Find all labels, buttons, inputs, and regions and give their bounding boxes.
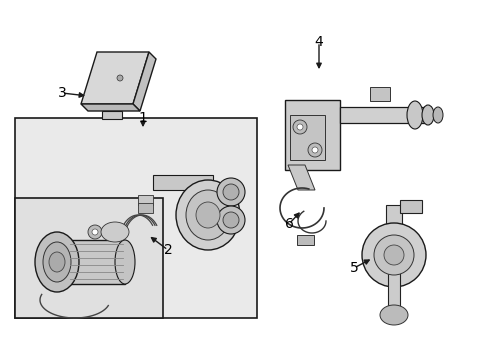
Ellipse shape [115,240,135,284]
Ellipse shape [373,235,413,275]
Polygon shape [289,115,325,160]
Polygon shape [339,107,424,123]
Polygon shape [133,52,156,111]
Text: 2: 2 [163,243,172,257]
Ellipse shape [223,184,239,200]
Text: 3: 3 [58,86,66,100]
Ellipse shape [176,180,240,250]
Ellipse shape [117,75,123,81]
Polygon shape [81,104,140,111]
Polygon shape [138,195,153,205]
Ellipse shape [49,252,65,272]
Polygon shape [387,273,399,310]
Polygon shape [138,203,153,213]
Ellipse shape [432,107,442,123]
Ellipse shape [421,105,433,125]
Ellipse shape [217,178,244,206]
Polygon shape [287,165,314,190]
Ellipse shape [296,124,303,130]
Text: 4: 4 [314,35,323,49]
Ellipse shape [383,245,403,265]
Text: 6: 6 [284,217,293,231]
Polygon shape [102,111,122,119]
Ellipse shape [361,223,425,287]
Ellipse shape [88,225,102,239]
Polygon shape [296,235,313,245]
Ellipse shape [196,202,220,228]
Polygon shape [81,52,149,104]
Ellipse shape [292,120,306,134]
Ellipse shape [406,101,422,129]
Text: 5: 5 [349,261,358,275]
Ellipse shape [307,143,321,157]
Ellipse shape [43,242,71,282]
Ellipse shape [35,232,79,292]
Polygon shape [367,240,377,270]
Text: 1: 1 [138,111,147,125]
Polygon shape [369,87,389,101]
Polygon shape [399,200,421,213]
Polygon shape [285,100,339,170]
Bar [15,118,257,318]
Ellipse shape [217,206,244,234]
Polygon shape [57,240,125,284]
Polygon shape [385,205,401,237]
Bar [15,198,163,318]
Ellipse shape [223,212,239,228]
Polygon shape [153,175,213,190]
Ellipse shape [185,190,229,240]
Polygon shape [407,240,417,270]
Ellipse shape [311,147,317,153]
Ellipse shape [101,222,129,242]
Ellipse shape [92,229,98,235]
Ellipse shape [379,305,407,325]
